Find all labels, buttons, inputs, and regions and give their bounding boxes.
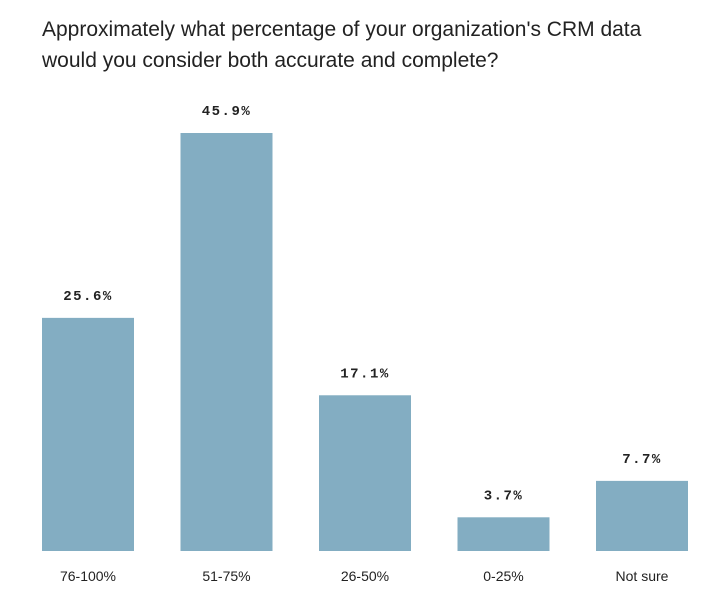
bar-2	[319, 395, 411, 551]
category-label-0: 76-100%	[60, 568, 116, 584]
chart-title: Approximately what percentage of your or…	[42, 18, 642, 72]
data-label-2: 17.1%	[340, 366, 390, 382]
category-label-3: 0-25%	[483, 568, 523, 584]
data-label-4: 7.7%	[622, 452, 662, 468]
category-label-1: 51-75%	[202, 568, 250, 584]
category-label-4: Not sure	[616, 568, 669, 584]
value-labels: 25.6% 45.9% 17.1% 3.7% 7.7%	[63, 104, 662, 504]
bar-0	[42, 317, 134, 551]
data-label-1: 45.9%	[202, 104, 252, 120]
bar-1	[180, 133, 273, 551]
bar-series	[42, 133, 688, 551]
category-label-2: 26-50%	[341, 568, 389, 584]
data-label-0: 25.6%	[63, 289, 113, 305]
bar-4	[596, 480, 688, 551]
category-labels: 76-100% 51-75% 26-50% 0-25% Not sure	[60, 568, 669, 584]
data-label-3: 3.7%	[484, 488, 524, 504]
bar-3	[457, 517, 550, 551]
